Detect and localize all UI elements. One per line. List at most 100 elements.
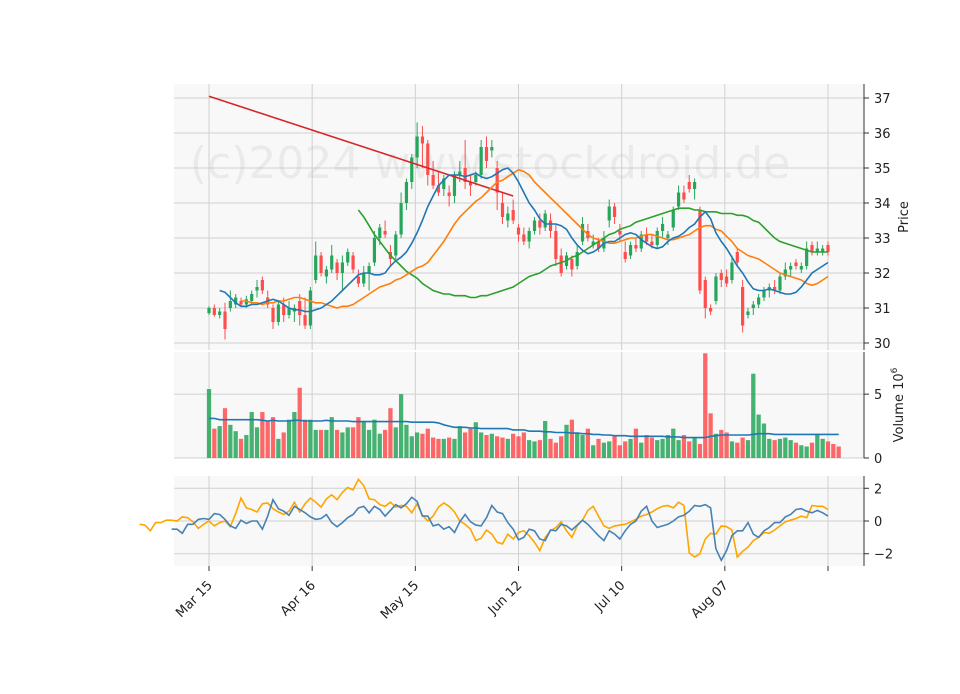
volume-bar — [623, 441, 628, 458]
volume-bar — [404, 424, 409, 458]
volume-bar — [633, 428, 639, 458]
volume-bar — [340, 432, 345, 458]
volume-bar — [767, 438, 772, 458]
volume-bar — [473, 422, 478, 458]
volume-bar — [687, 441, 692, 458]
candle-body — [634, 245, 638, 249]
volume-bar — [553, 442, 558, 458]
candle-body — [725, 276, 729, 284]
candle-body — [234, 297, 238, 305]
candle-body — [639, 234, 643, 249]
candle-body — [223, 311, 227, 329]
candle-body — [218, 311, 222, 315]
candle-body — [351, 255, 355, 270]
volume-bar — [281, 432, 286, 458]
candle-body — [207, 308, 211, 314]
candle-body — [255, 287, 259, 291]
candle-body — [655, 231, 659, 245]
candle-body — [789, 266, 793, 270]
volume-bar — [489, 433, 494, 458]
candle-body — [821, 248, 825, 252]
candle-body — [548, 220, 553, 231]
candle-body — [692, 182, 697, 189]
volume-bar — [532, 441, 537, 458]
volume-bar — [388, 408, 393, 458]
x-tick-label: Jul 10 — [591, 578, 628, 615]
candle-body — [394, 234, 398, 256]
volume-bar — [463, 432, 468, 458]
volume-bar — [665, 435, 671, 458]
volume-bar — [329, 417, 334, 458]
volume-bar — [420, 433, 425, 458]
candle-body — [751, 304, 755, 308]
volume-bar — [815, 433, 820, 458]
volume-bar — [575, 432, 580, 458]
volume-bar — [836, 446, 841, 458]
candle-body — [516, 227, 521, 235]
volume-bar — [479, 432, 484, 458]
candle-body — [367, 266, 371, 273]
candle-body — [271, 308, 275, 322]
volume-bar — [254, 427, 260, 458]
volume-axis-exponent: 6 — [890, 367, 900, 373]
moving-average-fast — [219, 167, 829, 313]
candle-body — [458, 171, 462, 175]
candle-body — [570, 259, 574, 270]
price-panel — [207, 95, 830, 340]
volume-bar — [655, 440, 660, 458]
candle-body — [671, 210, 675, 228]
volume-bar — [820, 438, 825, 458]
candle-body — [676, 192, 681, 207]
candle-body — [404, 182, 409, 203]
volume-bar — [548, 438, 553, 458]
candle-body — [810, 245, 814, 252]
volume-bar — [559, 436, 564, 458]
volume-bar — [729, 441, 735, 458]
volume-moving-average — [209, 417, 839, 439]
volume-bar — [617, 445, 623, 458]
candle-body — [757, 297, 761, 305]
candle-body — [436, 185, 441, 193]
candle-body — [383, 231, 387, 235]
price-y-tick-label: 31 — [874, 302, 891, 317]
candle-body — [719, 273, 723, 280]
volume-bar — [436, 438, 441, 458]
x-tick-label: Aug 07 — [688, 578, 731, 621]
volume-bar — [543, 420, 548, 458]
candle-body — [324, 269, 328, 277]
candle-body — [559, 255, 563, 273]
candle-body — [762, 290, 766, 298]
volume-bar — [345, 427, 350, 458]
price-y-tick-label: 36 — [874, 127, 891, 142]
volume-bar — [788, 440, 793, 458]
volume-bar — [772, 440, 777, 458]
price-y-tick-label: 33 — [874, 232, 891, 247]
volume-y-tick-label: 5 — [874, 388, 882, 403]
candle-body — [730, 262, 734, 280]
volume-bar — [270, 417, 276, 458]
price-y-tick-label: 30 — [874, 337, 891, 352]
candle-body — [495, 168, 499, 193]
candle-body — [378, 227, 382, 238]
volume-bar — [831, 443, 836, 458]
volume-bar — [719, 429, 724, 458]
candle-body — [794, 262, 798, 266]
candle-body — [463, 168, 467, 182]
volume-bar — [372, 419, 377, 458]
volume-bar — [484, 435, 489, 458]
volume-bar — [569, 419, 574, 458]
candle-body — [447, 192, 451, 196]
volume-bar — [425, 428, 430, 458]
candle-body — [826, 245, 830, 252]
candle-body — [591, 241, 595, 245]
volume-bar — [297, 387, 302, 458]
volume-bar — [660, 438, 665, 458]
volume-bar — [713, 433, 719, 458]
candle-body — [660, 224, 665, 231]
volume-bar — [457, 426, 462, 458]
volume-bar — [212, 428, 217, 458]
candle-body — [490, 147, 494, 151]
candle-body — [607, 206, 611, 221]
candle-body — [319, 255, 323, 273]
volume-bar — [703, 353, 708, 458]
